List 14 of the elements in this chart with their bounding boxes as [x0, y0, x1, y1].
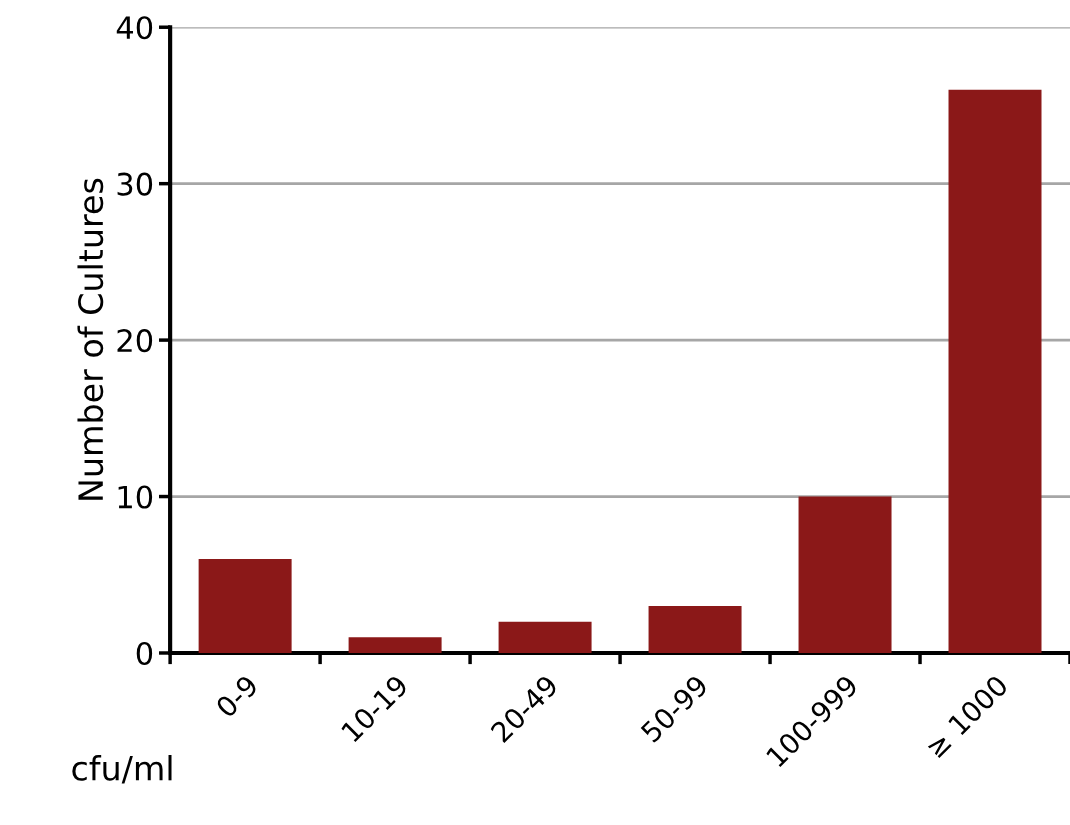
y-tick-label: 10 [118, 485, 153, 509]
bar [198, 559, 292, 653]
y-tick-label: 30 [117, 172, 153, 196]
y-tick-label: 40 [116, 16, 153, 40]
bar [948, 89, 1042, 653]
bar [498, 621, 592, 653]
x-tick-label: 0-9 [214, 674, 259, 719]
bar [648, 606, 742, 653]
bar [798, 496, 892, 653]
y-axis-title: Number of Cultures [77, 178, 104, 500]
y-tick-label: 20 [117, 329, 153, 353]
x-axis-title: cfu/ml [72, 754, 172, 784]
bar [348, 637, 442, 653]
y-tick-label: 0 [136, 641, 153, 666]
